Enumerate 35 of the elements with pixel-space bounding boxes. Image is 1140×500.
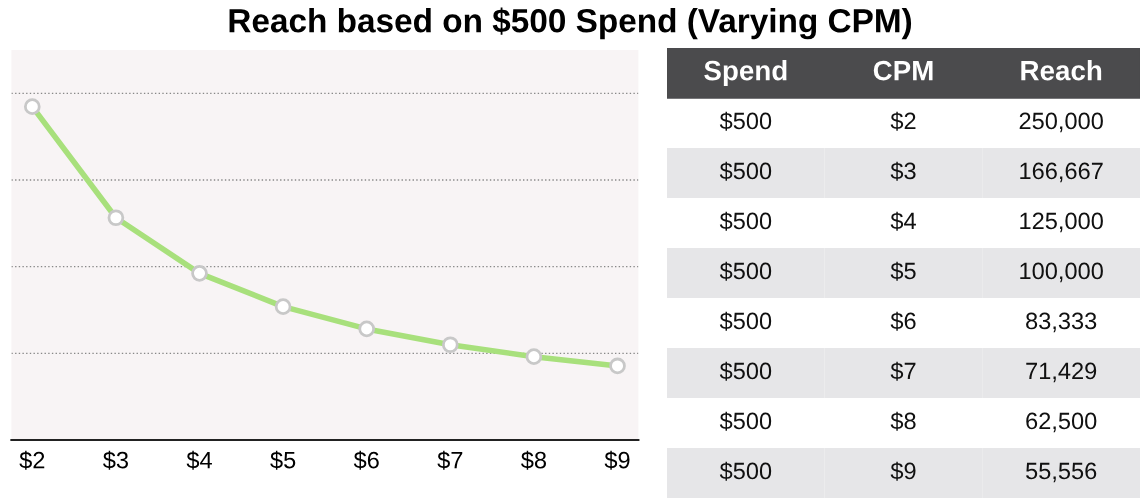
x-tick-label: $3 [103,450,128,470]
text: 100,000 [1020,262,1103,283]
text: $500 [719,111,772,131]
text: $500 [719,161,772,181]
x-tick-label: $9 [604,450,630,470]
text: $500 [719,461,772,481]
x-tick-label: Spend [704,60,787,86]
text: $500 [719,411,772,431]
text: 125,000 [1020,212,1103,233]
text: 55,556 [1026,462,1097,483]
y-axis-title: CPM [873,60,933,81]
text: $500 [719,311,772,331]
text: 62,500 [1026,412,1097,433]
text: 71,429 [1026,362,1097,383]
text: $500 [719,261,772,281]
y-tick-label: $5 [890,261,916,281]
text: 83,333 [1026,312,1097,333]
x-tick-label: $8 [521,450,547,470]
text: 166,667 [1020,162,1103,183]
y-tick-label: $8 [890,411,916,431]
x-tick-label: $4 [186,450,212,470]
chart-title: Reach based on $500 Spend (Varying CPM) [229,7,912,40]
x-tick-label: $7 [437,450,463,470]
y-tick-label: $2 [890,111,916,131]
text: $500 [719,361,772,381]
x-tick-label: $6 [353,450,379,470]
x-tick-label: Reach [1021,60,1102,81]
y-tick-label: $7 [890,361,916,381]
y-tick-label: $4 [890,211,916,231]
x-tick-label: $2 [19,450,45,470]
text: $500 [719,211,772,231]
y-tick-label: $3 [890,161,916,181]
text: 250,000 [1019,112,1103,133]
x-tick-label: $5 [270,450,296,470]
y-tick-label: $6 [890,311,916,331]
